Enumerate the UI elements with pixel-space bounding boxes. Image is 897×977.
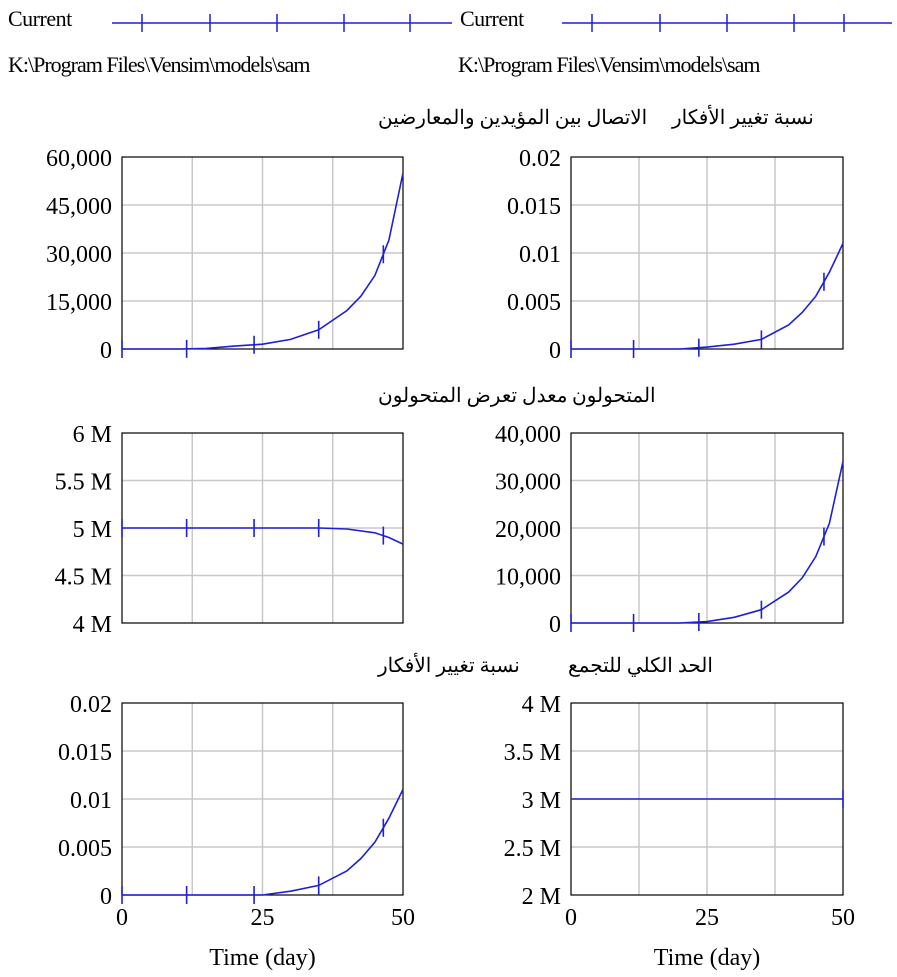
chart-title: المتحولون xyxy=(572,385,656,407)
y-tick-label: 10,000 xyxy=(495,565,561,591)
y-tick-label: 6 M xyxy=(73,422,112,448)
legend-line-2 xyxy=(562,14,892,32)
y-tick-label: 30,000 xyxy=(46,242,112,268)
y-tick-label: 0 xyxy=(549,612,561,638)
series-line xyxy=(571,461,844,624)
chart-panel-1: الاتصال بين المؤيدين والمعارضين 60,000 45,… xyxy=(46,107,647,364)
x-tick-label: 0 xyxy=(116,905,128,931)
y-tick-label: 4.5 M xyxy=(55,565,112,591)
y-tick-label: 60,000 xyxy=(46,146,112,172)
chart-panel-6: الحد الكلي للتجمع 4 M 3.5 M 3 M 2.5 M 2 M0 25 5… xyxy=(504,655,855,971)
chart-title: نسبة تغيير الأفكار xyxy=(671,104,814,129)
chart-title: الحد الكلي للتجمع xyxy=(568,655,713,677)
x-tick-label: 50 xyxy=(831,905,855,931)
y-tick-label: 4 M xyxy=(73,612,112,638)
y-tick-label: 3.5 M xyxy=(504,740,561,766)
y-tick-label: 5.5 M xyxy=(55,470,112,496)
y-tick-label: 0.015 xyxy=(58,740,112,766)
plot-frame xyxy=(570,432,844,624)
y-tick-label: 15,000 xyxy=(46,290,112,316)
legend-label-1: Current xyxy=(8,6,72,31)
legend-path-2: K:\Program Files\Vensim\models\sam xyxy=(458,52,761,77)
x-tick-label: 0 xyxy=(565,905,577,931)
series-line xyxy=(571,243,844,350)
y-tick-label: 3 M xyxy=(522,788,561,814)
y-tick-label: 0.015 xyxy=(507,194,561,220)
x-axis-label: Time (day) xyxy=(654,945,760,971)
y-tick-label: 0.01 xyxy=(519,242,561,268)
x-tick-label: 50 xyxy=(391,905,415,931)
y-tick-label: 0 xyxy=(100,338,112,364)
series-line xyxy=(122,527,404,545)
plot-frame xyxy=(570,156,844,350)
chart-title: الاتصال بين المؤيدين والمعارضين xyxy=(378,107,647,129)
series-line xyxy=(122,172,404,350)
legend-path-1: K:\Program Files\Vensim\models\sam xyxy=(8,52,311,77)
y-tick-label: 4 M xyxy=(522,692,561,718)
y-tick-label: 30,000 xyxy=(495,470,561,496)
y-tick-label: 2.5 M xyxy=(504,836,561,862)
y-tick-label: 0.02 xyxy=(519,146,561,172)
chart-panel-4: المتحولون 40,000 30,000 20,000 10,000 0 xyxy=(495,385,844,638)
chart-panel-2: نسبة تغيير الأفكار 0.02 0.015 0.01 0.005 0 xyxy=(507,104,844,364)
y-tick-label: 5 M xyxy=(73,517,112,543)
y-tick-label: 0.01 xyxy=(70,788,112,814)
y-tick-label: 2 M xyxy=(522,884,561,910)
y-tick-label: 0 xyxy=(549,338,561,364)
y-tick-label: 0.005 xyxy=(507,290,561,316)
y-tick-label: 20,000 xyxy=(495,517,561,543)
x-axis-label: Time (day) xyxy=(209,945,315,971)
legend-line-1 xyxy=(112,14,452,32)
y-tick-label: 0.02 xyxy=(70,692,112,718)
x-tick-label: 25 xyxy=(251,905,275,931)
chart-panel-5: نسبة تغيير الأفكار 0.02 0.015 0.01 0.005 00 25… xyxy=(58,652,520,971)
y-tick-label: 45,000 xyxy=(46,194,112,220)
chart-panel-3: معدل تعرض المتحولون 6 M 5.5 M 5 M 4.5 M 4 M xyxy=(55,385,568,638)
y-tick-label: 0.005 xyxy=(58,836,112,862)
chart-title: معدل تعرض المتحولون xyxy=(378,385,567,407)
series-line xyxy=(122,789,404,896)
chart-title: نسبة تغيير الأفكار xyxy=(377,652,520,677)
y-tick-label: 40,000 xyxy=(495,422,561,448)
plot-frame xyxy=(121,156,404,350)
x-tick-label: 25 xyxy=(695,905,719,931)
y-tick-label: 0 xyxy=(100,884,112,910)
legend-label-2: Current xyxy=(460,6,524,31)
